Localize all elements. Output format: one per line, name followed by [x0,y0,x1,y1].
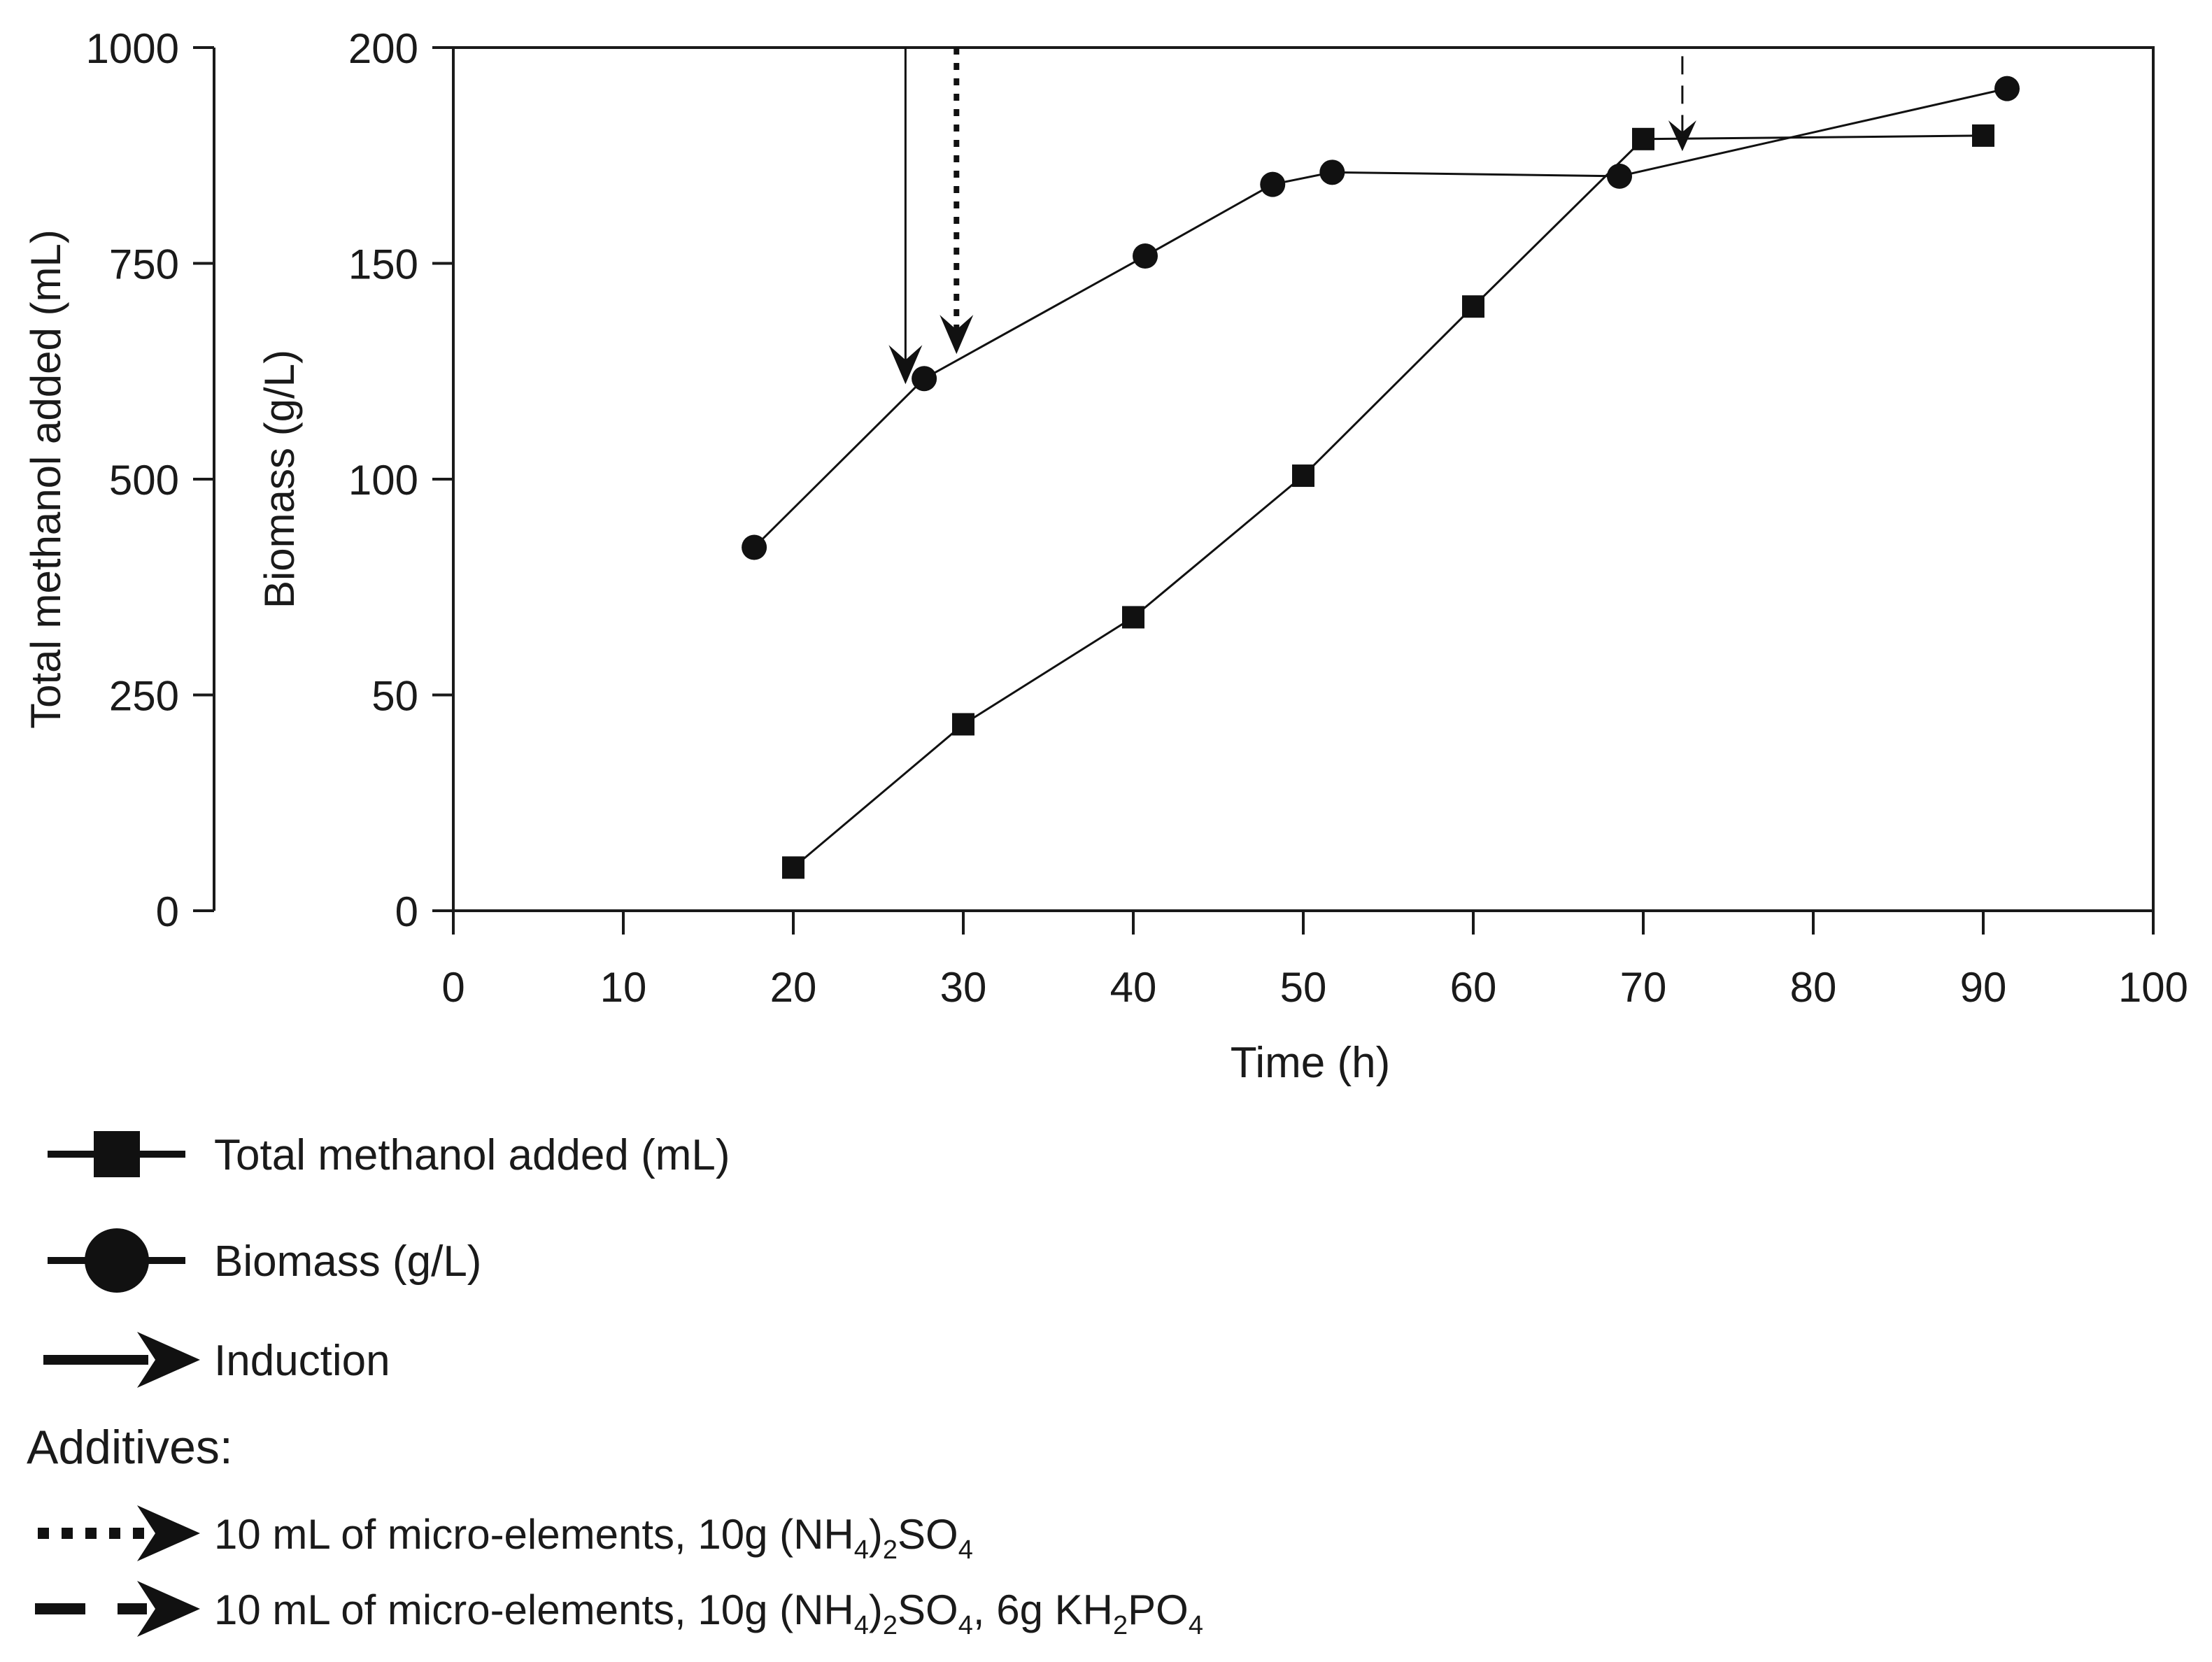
methanol-point [1972,124,1994,147]
annotation-additive-1-arrowhead [940,315,974,355]
x-tick-label: 10 [600,964,647,1011]
legend-induction-arrowhead [137,1332,200,1388]
legend-additive1-arrowhead [137,1505,200,1561]
legend-additives-heading: Additives: [27,1421,233,1474]
additive1-sub-b: 2 [883,1535,898,1565]
biomass-point [912,366,937,392]
legend-biomass-marker [85,1228,149,1293]
additive2-sub-c: 4 [958,1611,973,1640]
additive2-sub-e: 4 [1189,1611,1203,1640]
legend-methanol-marker [94,1131,140,1177]
y2-tick-label: 250 [109,673,179,720]
x-tick-label: 90 [1960,964,2007,1011]
y-tick-label: 50 [371,673,418,720]
y2-tick-label: 750 [109,241,179,288]
additive2-text-b: ) [869,1586,883,1633]
legend-additive2-label: 10 mL of micro-elements, 10g (NH4)2SO4, … [214,1586,1203,1640]
biomass-axis-ticks: 0 50 100 150 200 [348,25,453,935]
y2-tick-label: 1000 [86,25,179,72]
biomass-point [1133,243,1158,269]
biomass-point [1994,76,2020,101]
series-methanol [782,124,1994,879]
methanol-point [1632,127,1654,150]
additive2-sub-a: 4 [854,1611,869,1640]
legend-additive1-label: 10 mL of micro-elements, 10g (NH4)2SO4 [214,1511,973,1565]
additive1-text-c: SO [898,1511,958,1558]
methanol-line [793,134,1984,869]
biomass-point [742,534,767,560]
additive1-text-b: ) [869,1511,883,1558]
y2-tick-label: 0 [156,888,179,935]
x-tick-label: 60 [1450,964,1497,1011]
x-tick-label: 70 [1620,964,1667,1011]
legend-methanol-label: Total methanol added (mL) [214,1131,730,1179]
x-tick-label: 80 [1790,964,1837,1011]
methanol-axis-ticks: 0 250 500 750 1000 [86,25,214,935]
x-tick-label: 50 [1280,964,1327,1011]
additive2-text-d: , 6g KH [973,1586,1113,1633]
y-tick-label: 200 [348,25,418,72]
additive2-text-a: 10 mL of micro-elements, 10g (NH [214,1586,854,1633]
x-tick-label: 100 [2118,964,2188,1011]
legend-induction-label: Induction [214,1337,390,1385]
biomass-point [1260,171,1286,197]
methanol-point [1122,606,1144,629]
additive2-sub-b: 2 [883,1611,898,1640]
y-tick-label: 150 [348,241,418,288]
x-tick-label: 20 [770,964,817,1011]
methanol-point [952,713,974,736]
methanol-point [782,856,804,879]
methanol-point [1292,464,1314,488]
y-tick-label: 0 [395,888,418,935]
legend: Total methanol added (mL) Biomass (g/L) … [27,1131,1203,1640]
legend-additive2-arrowhead [137,1581,200,1637]
methanol-point [1462,295,1484,318]
x-axis-title: Time (h) [1231,1039,1390,1087]
additive1-sub-a: 4 [854,1535,869,1565]
legend-biomass-label: Biomass (g/L) [214,1237,481,1286]
x-tick-label: 40 [1110,964,1157,1011]
additive2-text-c: SO [898,1586,958,1633]
y-axis-title: Biomass (g/L) [256,350,303,609]
series-biomass [742,76,2020,560]
additive1-text-a: 10 mL of micro-elements, 10g (NH [214,1511,854,1558]
y-tick-label: 100 [348,457,418,504]
additive2-sub-d: 2 [1113,1611,1128,1640]
x-tick-label: 0 [441,964,465,1011]
annotation-arrows [888,48,1696,385]
biomass-point [1319,159,1345,185]
biomass-point [1606,163,1632,189]
y2-axis-title: Total methanol added (mL) [22,229,69,729]
x-tick-label: 30 [940,964,987,1011]
y2-tick-label: 500 [109,457,179,504]
additive1-sub-c: 4 [958,1535,973,1565]
time-axis-ticks: 0 10 20 30 40 50 60 70 80 90 100 [441,911,2188,1011]
annotation-induction-arrowhead [888,345,923,385]
additive2-text-e: PO [1128,1586,1189,1633]
annotation-additive-2-arrowhead [1668,120,1696,152]
